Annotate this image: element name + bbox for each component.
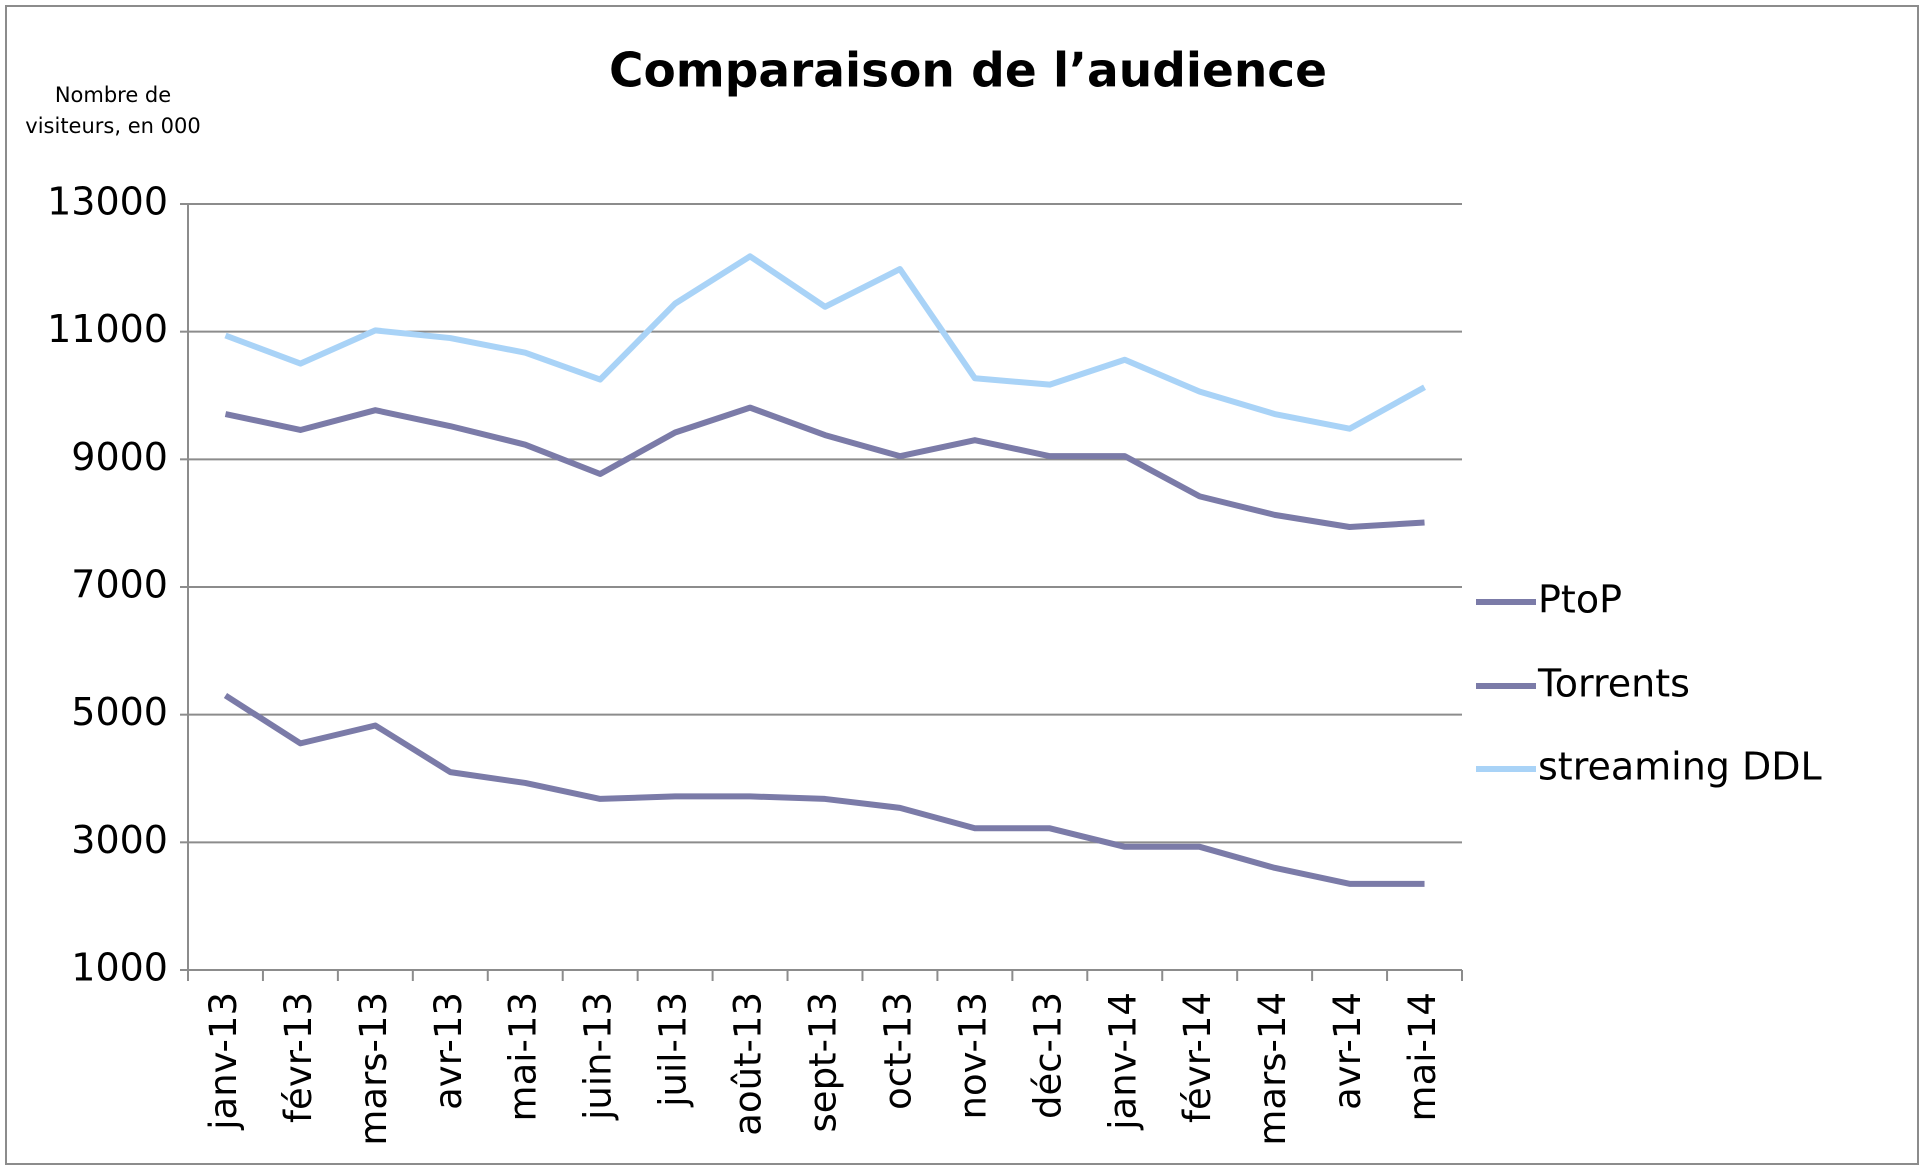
x-tick-label: juil-13 <box>652 992 695 1108</box>
x-tick-label: mars-14 <box>1251 992 1294 1146</box>
x-tick-label: janv-14 <box>1101 992 1144 1131</box>
x-tick-label: févr-14 <box>1176 992 1219 1123</box>
y-tick-label: 7000 <box>71 563 168 607</box>
y-tick-label: 1000 <box>71 946 168 990</box>
x-tick-label: nov-13 <box>951 992 994 1119</box>
y-axis-label: visiteurs, en 000 <box>25 114 200 138</box>
x-tick-label: mai-13 <box>502 992 545 1121</box>
x-tick-label: mai-14 <box>1401 992 1444 1121</box>
y-tick-label: 11000 <box>47 307 168 351</box>
x-tick-label: oct-13 <box>876 992 919 1110</box>
x-tick-label: sept-13 <box>802 992 845 1132</box>
x-tick-label: mars-13 <box>352 992 395 1146</box>
series-line <box>224 404 1425 530</box>
chart-frame <box>5 5 1919 1165</box>
y-tick-label: 13000 <box>47 180 168 224</box>
x-tick-label: déc-13 <box>1026 992 1069 1119</box>
legend-label: streaming DDL <box>1538 745 1822 789</box>
legend-label: Torrents <box>1537 662 1690 706</box>
series-line <box>223 692 1425 887</box>
y-tick-label: 9000 <box>71 435 168 479</box>
y-tick-label: 3000 <box>71 818 168 862</box>
x-tick-label: août-13 <box>727 992 770 1136</box>
x-tick-label: juin-13 <box>577 992 620 1121</box>
y-tick-label: 5000 <box>71 690 168 734</box>
series-line <box>224 253 1426 432</box>
x-tick-label: avr-13 <box>427 992 470 1110</box>
chart-title: Comparaison de l’audience <box>609 44 1327 99</box>
x-tick-label: janv-13 <box>202 992 245 1131</box>
x-tick-label: févr-13 <box>277 992 320 1123</box>
y-axis-label: Nombre de <box>55 83 171 107</box>
x-tick-label: avr-14 <box>1326 992 1369 1110</box>
legend-label: PtoP <box>1538 578 1622 622</box>
